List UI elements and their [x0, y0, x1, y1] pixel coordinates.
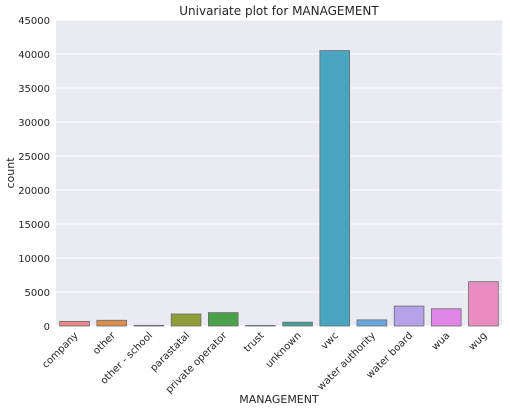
y-tick-label: 40000: [18, 50, 50, 61]
bar-wug: [468, 281, 499, 327]
plot-area: [56, 20, 502, 326]
bar-trust: [245, 325, 276, 327]
x-tick-label: company: [40, 330, 80, 370]
x-tick-label: vwc: [319, 330, 341, 352]
bar-water-authority: [356, 319, 388, 327]
y-tick-label: 35000: [18, 84, 50, 95]
y-tick-label: 0: [44, 322, 50, 333]
bar-wua: [430, 308, 462, 327]
bar-other-school: [133, 324, 165, 327]
y-tick-label: 15000: [18, 220, 50, 231]
bar-private-operator: [207, 312, 239, 327]
y-tick-label: 20000: [18, 186, 50, 197]
gridlines: [56, 19, 502, 327]
y-tick-label: 25000: [18, 152, 50, 163]
chart-title: Univariate plot for MANAGEMENT: [179, 4, 379, 18]
x-tick-label: trust: [242, 330, 266, 354]
y-tick-label: 5000: [25, 288, 50, 299]
y-tick-labels: 0 5000 10000 15000 20000 25000 30000 35000 40000…: [18, 16, 50, 333]
bar-unknown: [282, 321, 313, 327]
x-tick-label: wua: [430, 330, 452, 352]
bar-vwc: [319, 50, 351, 327]
bar-water-board: [393, 305, 425, 327]
y-tick-label: 45000: [18, 16, 50, 27]
y-tick-label: 30000: [18, 118, 50, 129]
x-tick-label: wug: [467, 330, 490, 353]
x-tick-label: other: [91, 330, 118, 357]
bar-parastatal: [170, 313, 202, 327]
bar-other: [96, 319, 128, 327]
x-tick-label: unknown: [264, 330, 304, 370]
y-tick-label: 10000: [18, 254, 50, 265]
bar-company: [59, 320, 90, 327]
x-axis-label: MANAGEMENT: [239, 393, 319, 406]
y-axis-label: count: [4, 157, 17, 189]
bars: [59, 50, 499, 327]
